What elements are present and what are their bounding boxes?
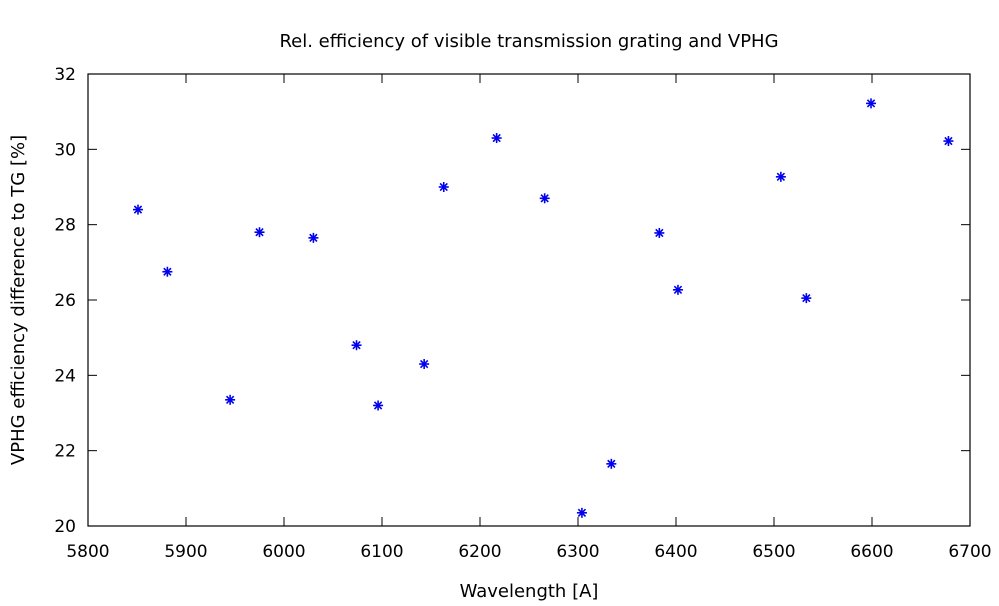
x-tick-label: 6400	[654, 542, 697, 562]
x-tick-label: 6700	[948, 542, 991, 562]
x-axis: 5800 5900 6000 6100 6200 6300 6400 6500 6600 6700	[66, 74, 992, 562]
data-point	[576, 507, 587, 518]
y-tick-label: 22	[54, 442, 76, 462]
y-tick-label: 26	[54, 291, 76, 311]
data-point	[308, 232, 319, 243]
x-tick-label: 6000	[262, 542, 305, 562]
y-tick-label: 24	[54, 366, 76, 386]
x-tick-label: 6300	[556, 542, 599, 562]
x-tick-label: 5800	[66, 542, 109, 562]
y-axis: 20 22 24 26 28 30 32	[54, 65, 970, 537]
data-point	[672, 284, 683, 295]
data-point	[419, 359, 430, 370]
x-tick-label: 5900	[164, 542, 207, 562]
data-point	[162, 266, 173, 277]
data-point	[373, 400, 384, 411]
y-tick-label: 28	[54, 216, 76, 236]
plot-frame	[87, 73, 971, 527]
data-point	[775, 171, 786, 182]
data-points	[132, 98, 954, 518]
data-point	[254, 227, 265, 238]
data-point	[606, 458, 617, 469]
x-tick-label: 6100	[360, 542, 403, 562]
x-axis-label: Wavelength [A]	[460, 581, 599, 602]
y-axis-label: VPHG efficiency difference to TG [%]	[8, 135, 29, 465]
y-tick-label: 20	[54, 517, 76, 537]
data-point	[654, 227, 665, 238]
data-point	[943, 136, 954, 147]
data-point	[132, 204, 143, 215]
data-point	[351, 340, 362, 351]
y-tick-label: 30	[54, 140, 76, 160]
data-point	[225, 394, 236, 405]
data-point	[491, 133, 502, 144]
data-point	[801, 293, 812, 304]
x-tick-label: 6600	[850, 542, 893, 562]
y-tick-label: 32	[54, 65, 76, 85]
data-point	[539, 193, 550, 204]
x-tick-label: 6500	[752, 542, 795, 562]
data-point	[866, 98, 877, 109]
x-tick-label: 6200	[458, 542, 501, 562]
chart-title: Rel. efficiency of visible transmission …	[279, 31, 778, 52]
data-point	[438, 182, 449, 192]
